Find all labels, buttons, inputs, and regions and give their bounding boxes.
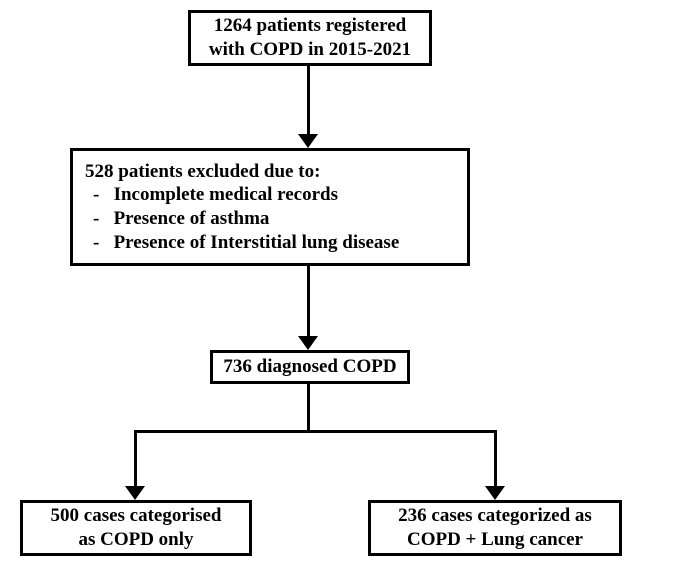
copd-lc-line2: COPD + Lung cancer [381, 528, 609, 552]
diagnosed-node: 736 diagnosed COPD [210, 350, 410, 384]
diagnosed-text: 736 diagnosed COPD [223, 355, 397, 379]
arrow-1-shaft [307, 66, 310, 136]
start-line2: with COPD in 2015-2021 [201, 38, 419, 62]
copd-lc-line1: 236 cases categorized as [381, 504, 609, 528]
start-line1: 1264 patients registered [201, 14, 419, 38]
copd-lung-cancer-node: 236 cases categorized as COPD + Lung can… [368, 500, 622, 556]
split-left-head [125, 486, 145, 500]
copd-only-node: 500 cases categorised as COPD only [20, 500, 252, 556]
split-right-head [485, 486, 505, 500]
excluded-reason-1-text: Presence of asthma [114, 208, 270, 229]
arrow-2-shaft [307, 266, 310, 338]
excluded-reason-0: - Incomplete medical records [85, 183, 455, 207]
split-hbar [134, 430, 497, 433]
excluded-reason-2: - Presence of Interstitial lung disease [85, 231, 455, 255]
start-node: 1264 patients registered with COPD in 20… [188, 10, 432, 66]
split-left-v [134, 430, 137, 488]
arrow-1-head [298, 134, 318, 148]
excluded-reason-2-text: Presence of Interstitial lung disease [114, 232, 400, 253]
excluded-reason-1: - Presence of asthma [85, 207, 455, 231]
excluded-reason-0-text: Incomplete medical records [114, 184, 338, 205]
arrow-2-head [298, 336, 318, 350]
split-vshaft [307, 384, 310, 432]
split-right-v [494, 430, 497, 488]
copd-only-line2: as COPD only [33, 528, 239, 552]
excluded-title: 528 patients excluded due to: [85, 160, 455, 184]
excluded-node: 528 patients excluded due to: - Incomple… [70, 148, 470, 266]
copd-only-line1: 500 cases categorised [33, 504, 239, 528]
